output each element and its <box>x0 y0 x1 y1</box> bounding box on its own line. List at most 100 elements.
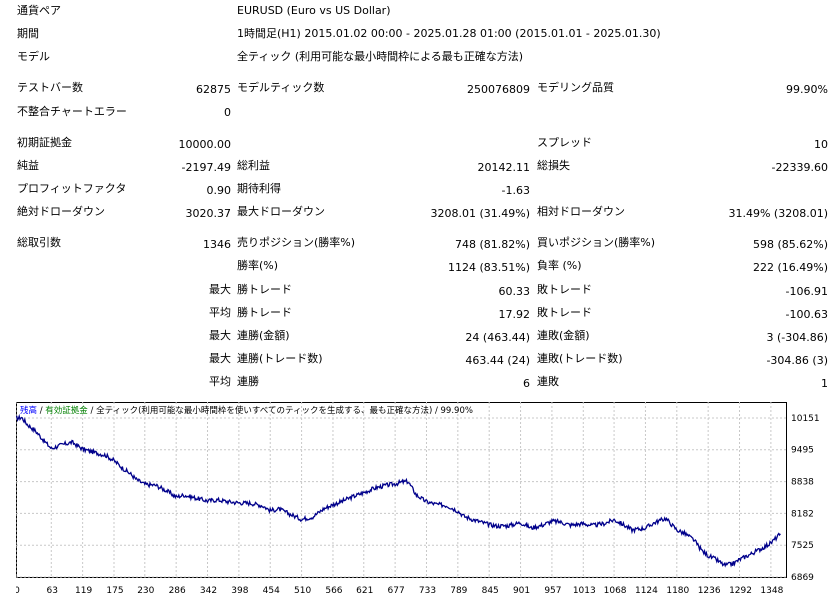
x-tick-label: 1068 <box>604 586 627 596</box>
relative-drawdown-label: 相対ドローダウン <box>537 205 625 218</box>
largest-win-value: 60.33 <box>498 285 531 298</box>
largest-win-label: 勝トレード <box>237 283 292 296</box>
ticks-label: モデルティック数 <box>237 81 325 94</box>
bars-value: 62875 <box>196 83 231 96</box>
max-consec-trades-prefix: 最大 <box>209 352 231 365</box>
x-tick-label: 454 <box>263 586 280 596</box>
legend-entry: / <box>37 406 45 416</box>
avg-consec-losses-value: 1 <box>821 377 828 390</box>
avg-consec-losses-label: 連敗 <box>537 375 559 388</box>
y-tick-label: 10151 <box>791 414 820 424</box>
short-positions-value: 748 (81.82%) <box>454 238 530 251</box>
x-tick-label: 1013 <box>573 586 596 596</box>
relative-drawdown-value: 31.49% (3208.01) <box>728 207 828 220</box>
chart-legend: 残高 / 有効証拠金 / 全ティック(利用可能な最小時間枠を使いすべてのティック… <box>20 405 473 416</box>
quality-value: 99.90% <box>786 83 828 96</box>
x-tick-label: 63 <box>47 586 58 596</box>
balance-chart: 10151 9495 8838 8182 7525 6869 0 63 119 175 230 286… <box>16 398 840 597</box>
gross-profit-value: 20142.11 <box>477 161 531 174</box>
x-tick-label: 733 <box>419 586 436 596</box>
average-win-label: 勝トレード <box>237 306 292 319</box>
symbol-value: EURUSD (Euro vs US Dollar) <box>237 4 391 17</box>
y-tick-label: 6869 <box>791 573 814 583</box>
maximal-drawdown-label: 最大ドローダウン <box>237 205 325 218</box>
x-tick-label: 175 <box>106 586 123 596</box>
model-value: 全ティック (利用可能な最小時間枠による最も正確な方法) <box>237 50 524 63</box>
avg-consec-wins-value: 6 <box>523 377 530 390</box>
average-loss-value: -100.63 <box>785 308 828 321</box>
x-tick-label: 621 <box>356 586 373 596</box>
deposit-value: 10000.00 <box>178 138 232 151</box>
maximal-drawdown-value: 3208.01 (31.49%) <box>430 207 530 220</box>
win-rate-value: 1124 (83.51%) <box>447 261 530 274</box>
deposit-label: 初期証拠金 <box>17 136 72 149</box>
spread-value: 10 <box>814 138 828 151</box>
period-value: 1時間足(H1) 2015.01.02 00:00 - 2025.01.28 0… <box>237 27 661 40</box>
avg-consec-prefix: 平均 <box>209 375 231 388</box>
max-consec-wins-trades-label: 連勝(トレード数) <box>237 352 323 365</box>
x-tick-label: 1180 <box>666 586 689 596</box>
x-tick-label: 901 <box>513 586 530 596</box>
x-tick-label: 342 <box>200 586 217 596</box>
max-consec-money-prefix: 最大 <box>209 329 231 342</box>
mismatch-value: 0 <box>224 106 231 119</box>
x-tick-label: 0 <box>16 586 20 596</box>
legend-entry: / 全ティック(利用可能な最小時間枠を使いすべてのティックを生成する、最も正確な… <box>88 405 473 416</box>
absolute-drawdown-label: 絶対ドローダウン <box>17 205 105 218</box>
average-loss-label: 敗トレード <box>537 306 592 319</box>
balance-line <box>16 413 781 568</box>
gross-loss-value: -22339.60 <box>771 161 828 174</box>
max-consec-losses-money-label: 連敗(金額) <box>537 329 590 342</box>
mismatch-label: 不整合チャートエラー <box>17 105 127 118</box>
x-tick-label: 1348 <box>760 586 783 596</box>
gross-profit-label: 総利益 <box>237 159 270 172</box>
legend-entry: 有効証拠金 <box>45 405 88 416</box>
model-label: モデル <box>17 50 50 63</box>
y-tick-label: 8838 <box>791 478 814 488</box>
x-tick-label: 119 <box>75 586 92 596</box>
short-positions-label: 売りポジション(勝率%) <box>237 236 356 249</box>
x-tick-label: 845 <box>482 586 499 596</box>
expected-payoff-label: 期待利得 <box>237 182 281 195</box>
largest-loss-label: 敗トレード <box>537 283 592 296</box>
symbol-label: 通貨ペア <box>17 4 61 17</box>
profit-factor-value: 0.90 <box>206 184 232 197</box>
spread-label: スプレッド <box>537 136 592 149</box>
gross-loss-label: 総損失 <box>537 159 570 172</box>
largest-prefix: 最大 <box>209 283 231 296</box>
x-tick-label: 957 <box>544 586 561 596</box>
total-trades-value: 1346 <box>203 238 231 251</box>
largest-loss-value: -106.91 <box>785 285 828 298</box>
x-tick-label: 677 <box>388 586 405 596</box>
bars-label: テストバー数 <box>17 81 83 94</box>
win-rate-label: 勝率(%) <box>237 259 279 272</box>
x-tick-label: 230 <box>137 586 154 596</box>
absolute-drawdown-value: 3020.37 <box>185 207 232 220</box>
max-consec-wins-money-value: 24 (463.44) <box>465 331 530 344</box>
x-tick-label: 1236 <box>698 586 721 596</box>
x-tick-label: 286 <box>169 586 186 596</box>
x-tick-label: 398 <box>231 586 248 596</box>
plot-area <box>16 402 787 578</box>
x-tick-label: 1292 <box>729 586 752 596</box>
avg-consec-wins-label: 連勝 <box>237 375 259 388</box>
x-tick-label: 789 <box>450 586 467 596</box>
y-tick-label: 7525 <box>791 541 814 551</box>
y-tick-label: 8182 <box>791 509 814 519</box>
average-prefix: 平均 <box>209 306 231 319</box>
max-consec-losses-trades-value: -304.86 (3) <box>766 354 828 367</box>
max-consec-wins-money-label: 連勝(金額) <box>237 329 290 342</box>
net-profit-label: 純益 <box>17 159 39 172</box>
long-positions-label: 買いポジション(勝率%) <box>537 236 656 249</box>
net-profit-value: -2197.49 <box>181 161 231 174</box>
average-win-value: 17.92 <box>498 308 531 321</box>
x-tick-label: 566 <box>325 586 342 596</box>
profit-factor-label: プロフィットファクタ <box>17 182 127 195</box>
legend-entry: 残高 <box>20 405 37 416</box>
balance-chart-svg: 10151 9495 8838 8182 7525 6869 0 63 119 175 230 286… <box>16 402 820 596</box>
period-label: 期間 <box>17 27 39 40</box>
y-tick-label: 9495 <box>791 446 814 456</box>
x-tick-label: 1124 <box>635 586 658 596</box>
quality-label: モデリング品質 <box>537 81 614 94</box>
max-consec-wins-trades-value: 463.44 (24) <box>465 354 530 367</box>
